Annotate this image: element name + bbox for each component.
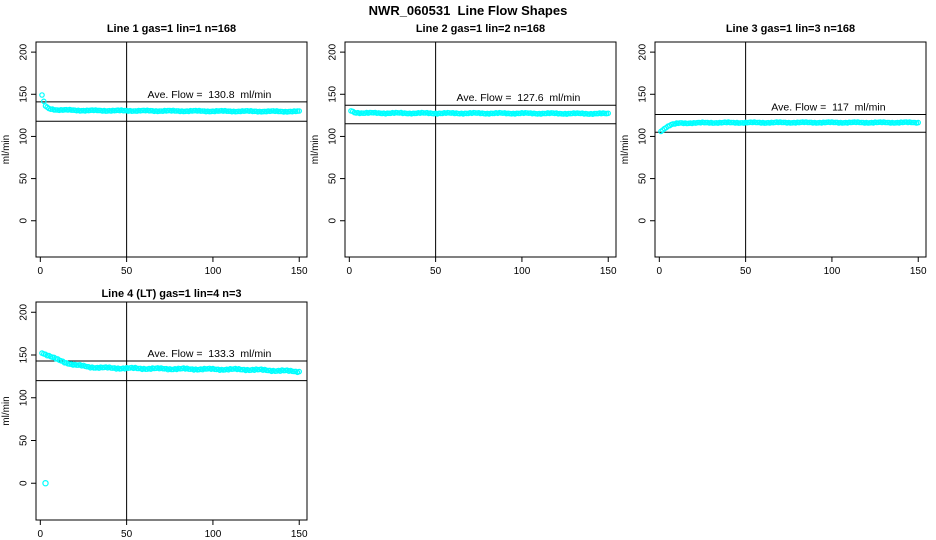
data-point	[296, 108, 303, 114]
data-point	[677, 120, 683, 126]
x-tick-label: 0	[347, 266, 353, 277]
data-point	[296, 368, 303, 375]
data-point	[39, 92, 45, 98]
data-point	[40, 98, 47, 105]
panel-title-line-3: Line 3 gas=1 lin=3 n=168	[725, 23, 856, 35]
x-axis: 0 50 100 150	[347, 257, 617, 277]
plot-line-2: 0 50 100 150 200 ml/min 0 50 100 150 Ave. Flow = 1…	[310, 41, 617, 277]
data-point	[91, 365, 97, 371]
x-axis: 0 50 100 150	[38, 520, 308, 540]
x-tick-label: 150	[910, 266, 927, 277]
panel-line-2: Line 2 gas=1 lin=2 n=168 0 50 100 150 200 ml/…	[309, 20, 629, 282]
data-points	[348, 108, 612, 118]
data-point	[856, 119, 863, 126]
x-axis: 0 50 100 150	[657, 257, 927, 277]
y-tick-label: 0	[328, 218, 339, 224]
x-tick-label: 150	[600, 266, 617, 277]
y-tick-label: 150	[638, 85, 649, 102]
panel-title-line-1: Line 1 gas=1 lin=1 n=168	[106, 23, 237, 35]
y-axis: 0 50 100 150 200 ml/min	[1, 303, 36, 486]
x-tick-label: 0	[38, 529, 44, 540]
outlier-point	[42, 479, 49, 487]
ave-flow-annotation: Ave. Flow = 127.6 ml/min	[457, 92, 581, 104]
ave-flow-annotation: Ave. Flow = 133.3 ml/min	[148, 348, 272, 360]
x-tick-label: 50	[121, 529, 133, 540]
data-point	[51, 107, 57, 113]
y-tick-label: 200	[328, 43, 339, 60]
x-tick-label: 100	[514, 266, 531, 277]
x-tick-label: 100	[205, 529, 222, 540]
panel-line-1: Line 1 gas=1 lin=1 n=168 0 50 100 150 200 ml/…	[0, 20, 320, 282]
x-tick-label: 50	[430, 266, 442, 277]
data-point	[915, 119, 922, 126]
y-tick-label: 200	[638, 43, 649, 60]
x-axis: 0 50 100 150	[38, 257, 308, 277]
y-axis: 0 50 100 150 200 ml/min	[310, 43, 345, 224]
plot-border	[344, 41, 617, 258]
data-points	[39, 92, 303, 115]
data-point	[593, 110, 599, 117]
y-tick-label: 150	[19, 85, 30, 102]
y-tick-label: 50	[328, 173, 339, 185]
panel-line-3: Line 3 gas=1 lin=3 n=168 0 50 100 150 200 ml/…	[619, 20, 936, 282]
y-tick-label: 200	[19, 43, 30, 60]
x-tick-label: 0	[657, 266, 663, 277]
plot-border	[35, 41, 308, 258]
y-tick-label: 100	[328, 128, 339, 145]
x-tick-label: 50	[740, 266, 752, 277]
plot-line-4: 0 50 100 150 200 ml/min 0 50 100 150 Ave. Flow = 1…	[1, 301, 308, 540]
plot-line-3: 0 50 100 150 200 ml/min 0 50 100 150 Ave. Flow = 1…	[620, 41, 927, 277]
ave-flow-annotation: Ave. Flow = 117 ml/min	[771, 102, 885, 114]
y-axis: 0 50 100 150 200 ml/min	[1, 43, 36, 224]
ave-flow-annotation: Ave. Flow = 130.8 ml/min	[148, 89, 272, 101]
plot-line-1: 0 50 100 150 200 ml/min 0 50 100 150 Ave. Flow = 1…	[1, 41, 308, 277]
x-tick-label: 100	[205, 266, 222, 277]
data-point	[605, 110, 612, 117]
x-tick-label: 0	[38, 266, 44, 277]
x-tick-label: 100	[824, 266, 841, 277]
plot-border	[35, 301, 308, 521]
x-tick-label: 50	[121, 266, 133, 277]
panel-line-4: Line 4 (LT) gas=1 lin=4 n=3 0 50 100 150 200…	[0, 280, 320, 540]
y-tick-label: 0	[19, 218, 30, 224]
y-axis-label: ml/min	[1, 135, 12, 164]
y-tick-label: 50	[19, 434, 30, 446]
y-axis-label: ml/min	[310, 135, 321, 164]
x-tick-label: 150	[291, 266, 308, 277]
y-tick-label: 100	[19, 128, 30, 145]
y-tick-label: 150	[19, 346, 30, 363]
plot-border	[654, 41, 927, 258]
y-tick-label: 50	[19, 173, 30, 185]
x-tick-label: 150	[291, 529, 308, 540]
panel-title-line-2: Line 2 gas=1 lin=2 n=168	[415, 23, 546, 35]
data-points	[658, 119, 922, 135]
data-point	[882, 119, 889, 126]
main-title: NWR_060531 Line Flow Shapes	[368, 3, 568, 18]
y-tick-label: 50	[638, 173, 649, 185]
y-tick-label: 100	[638, 128, 649, 145]
y-tick-label: 200	[19, 303, 30, 320]
data-points	[39, 350, 303, 487]
data-point	[908, 119, 915, 126]
data-point	[360, 110, 366, 117]
data-point	[223, 108, 230, 115]
y-axis-label: ml/min	[1, 396, 12, 425]
y-tick-label: 0	[638, 218, 649, 224]
y-axis: 0 50 100 150 200 ml/min	[620, 43, 655, 224]
y-tick-label: 0	[19, 480, 30, 486]
panel-title-line-4: Line 4 (LT) gas=1 lin=4 n=3	[101, 288, 242, 300]
y-axis-label: ml/min	[620, 135, 631, 164]
y-tick-label: 100	[18, 389, 29, 406]
y-tick-label: 150	[328, 85, 339, 102]
